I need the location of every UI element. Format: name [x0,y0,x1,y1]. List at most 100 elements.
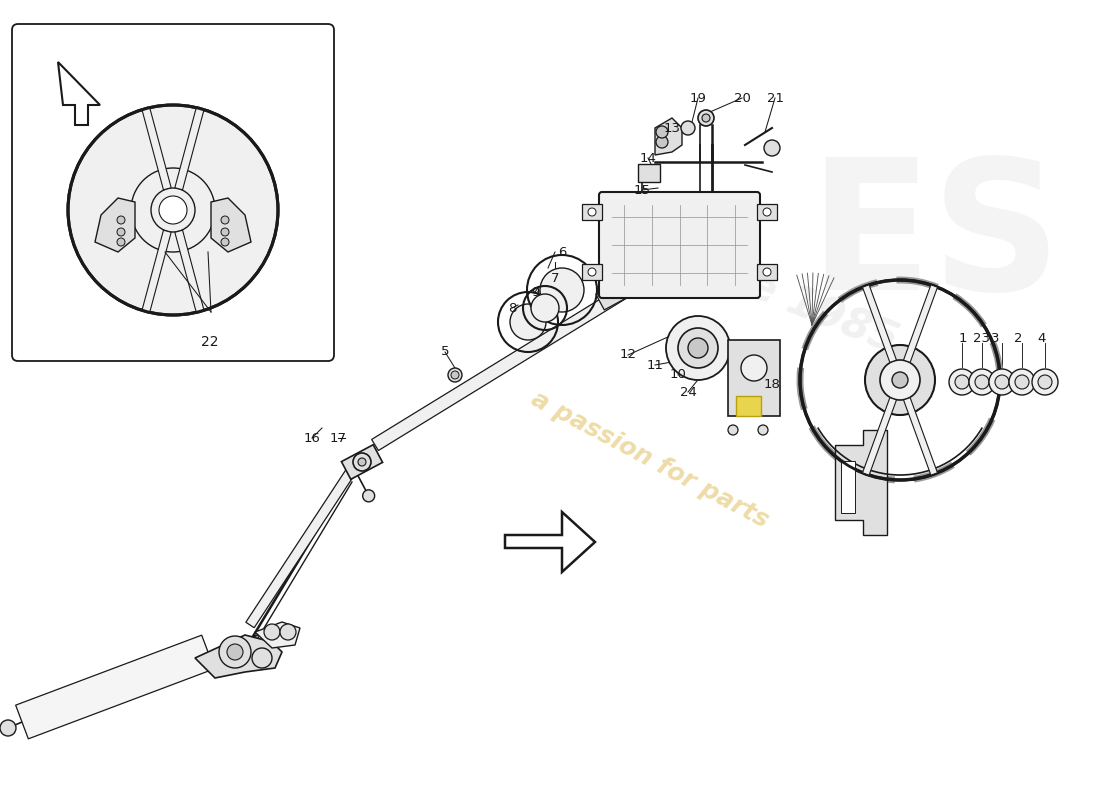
Polygon shape [175,107,204,190]
Circle shape [151,188,195,232]
Text: 13: 13 [663,122,681,134]
Polygon shape [142,107,172,190]
Circle shape [702,114,710,122]
Circle shape [698,110,714,126]
Polygon shape [58,62,100,125]
FancyBboxPatch shape [12,24,334,361]
Circle shape [656,126,668,138]
Circle shape [510,304,546,340]
Polygon shape [835,430,887,535]
Circle shape [681,121,695,135]
Bar [736,396,761,416]
Polygon shape [654,118,682,155]
Polygon shape [255,622,300,648]
Bar [757,204,777,220]
Polygon shape [903,398,937,475]
Text: 9: 9 [531,286,539,298]
Text: ES: ES [808,152,1062,328]
Circle shape [588,268,596,276]
Circle shape [353,453,371,471]
Text: 6: 6 [558,246,566,258]
Circle shape [741,355,767,381]
Polygon shape [862,285,896,362]
Circle shape [221,238,229,246]
Polygon shape [372,265,663,450]
Circle shape [666,316,730,380]
Circle shape [969,369,996,395]
Circle shape [363,490,375,502]
Bar [582,264,602,280]
Circle shape [728,425,738,435]
Circle shape [678,328,718,368]
Text: since 1985: since 1985 [656,228,904,362]
Circle shape [656,136,668,148]
Circle shape [221,228,229,236]
Bar [842,461,855,513]
Polygon shape [211,198,251,252]
Polygon shape [245,462,360,628]
Circle shape [955,375,969,389]
Text: 14: 14 [639,151,657,165]
Text: 23: 23 [974,331,990,345]
Circle shape [989,369,1015,395]
Text: 22: 22 [201,335,219,349]
Circle shape [280,624,296,640]
Polygon shape [95,198,135,252]
Bar [638,164,660,182]
Text: 1: 1 [959,331,967,345]
Text: 10: 10 [670,369,686,382]
Circle shape [68,105,278,315]
Circle shape [0,720,16,736]
Polygon shape [341,445,383,479]
Circle shape [763,208,771,216]
Circle shape [252,648,272,668]
Polygon shape [175,230,204,313]
Text: 5: 5 [441,346,449,358]
Polygon shape [505,512,595,572]
Circle shape [758,425,768,435]
Polygon shape [862,398,896,475]
Circle shape [588,208,596,216]
Circle shape [996,375,1009,389]
Text: 3: 3 [991,331,999,345]
Circle shape [160,196,187,224]
Circle shape [1009,369,1035,395]
Polygon shape [903,285,937,362]
Text: 16: 16 [304,431,320,445]
Bar [582,204,602,220]
Circle shape [892,372,907,388]
Circle shape [221,216,229,224]
Bar [757,264,777,280]
Circle shape [219,636,251,668]
Circle shape [880,360,920,400]
Circle shape [117,216,125,224]
Circle shape [531,294,559,322]
Text: 20: 20 [734,91,750,105]
Text: 12: 12 [619,349,637,362]
Polygon shape [596,210,759,310]
Text: 21: 21 [767,91,783,105]
Circle shape [975,375,989,389]
Circle shape [865,345,935,415]
Circle shape [264,624,280,640]
Circle shape [1032,369,1058,395]
Text: 17: 17 [330,431,346,445]
Circle shape [451,371,459,379]
Circle shape [949,369,975,395]
Text: 15: 15 [634,183,650,197]
Text: a passion for parts: a passion for parts [527,387,773,533]
Circle shape [1015,375,1028,389]
Circle shape [764,140,780,156]
Circle shape [763,268,771,276]
Text: 18: 18 [763,378,780,391]
Text: 8: 8 [508,302,516,314]
Text: 7: 7 [551,271,559,285]
Text: 24: 24 [680,386,696,398]
Circle shape [365,492,373,500]
Circle shape [117,238,125,246]
Circle shape [131,168,214,252]
Circle shape [1038,375,1052,389]
Polygon shape [142,230,172,313]
Text: 19: 19 [690,91,706,105]
Text: 11: 11 [647,358,663,371]
